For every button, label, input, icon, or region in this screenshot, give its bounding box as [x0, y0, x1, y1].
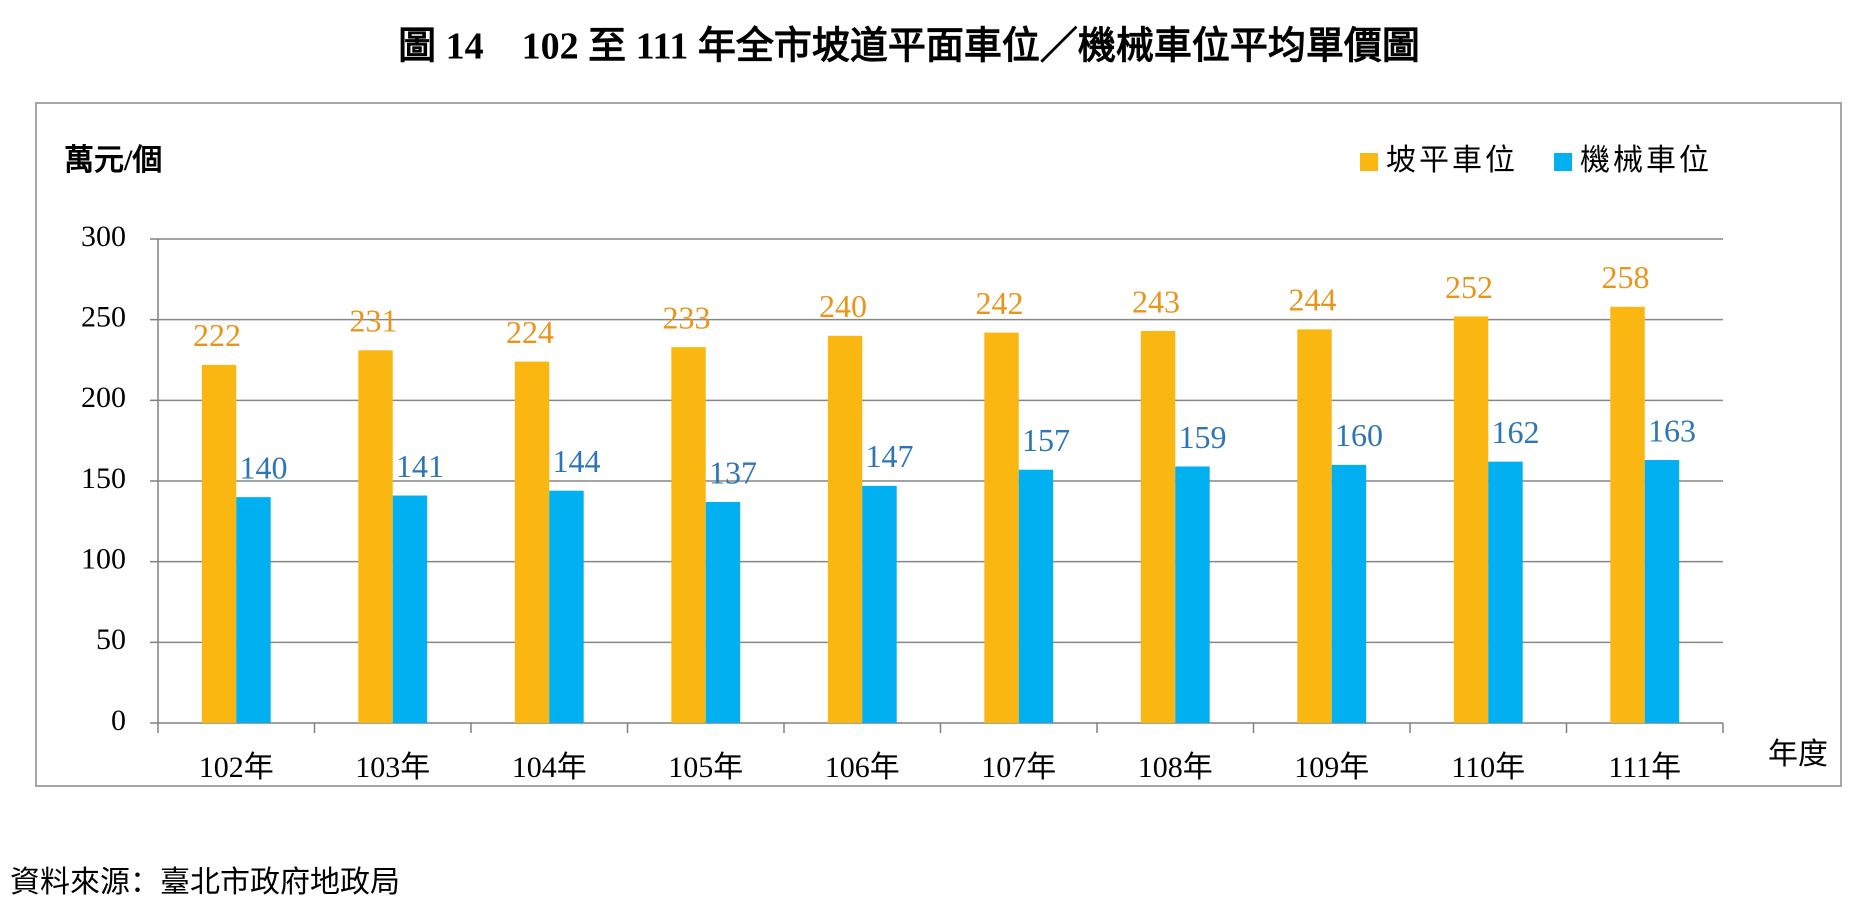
data-label: 144: [552, 443, 600, 479]
y-axis-label: 萬元/個: [64, 144, 162, 177]
bar: [1140, 330, 1176, 723]
data-label: 240: [819, 288, 867, 324]
data-label: 163: [1648, 412, 1696, 448]
bar: [392, 495, 428, 723]
x-tick-label: 106年: [825, 751, 900, 784]
data-label: 233: [663, 299, 711, 335]
data-label: 157: [1022, 422, 1070, 458]
chart-title: 圖 14 102 至 111 年全市坡道平面車位／機械車位平均單價圖: [398, 25, 1420, 68]
legend-label: 機械車位: [1580, 144, 1712, 177]
bar: [201, 364, 237, 723]
bar: [358, 350, 393, 723]
bar: [1644, 460, 1680, 723]
x-tick-label: 104年: [512, 751, 587, 784]
x-tick-label: 109年: [1294, 751, 1369, 784]
data-label: 160: [1335, 417, 1383, 453]
y-tick-label: 150: [81, 462, 126, 495]
data-label: 162: [1491, 414, 1539, 450]
x-tick-label: 102年: [199, 751, 274, 784]
x-tick-label: 110年: [1451, 751, 1525, 784]
bar: [514, 361, 550, 723]
data-label: 252: [1445, 269, 1493, 305]
bar: [862, 485, 897, 723]
bar: [671, 347, 706, 723]
y-tick-label: 0: [111, 704, 126, 737]
data-label: 244: [1289, 282, 1337, 318]
bar: [1175, 466, 1210, 723]
bar: [1018, 469, 1054, 723]
data-label: 159: [1178, 419, 1226, 455]
bar: [1331, 464, 1367, 723]
y-tick-label: 100: [81, 543, 126, 576]
y-tick-label: 50: [96, 623, 126, 656]
bar: [236, 497, 271, 723]
data-label: 231: [350, 303, 398, 339]
bar: [549, 490, 584, 723]
y-tick-label: 200: [81, 381, 126, 414]
x-axis-label: 年度: [1768, 738, 1828, 771]
data-label: 258: [1602, 259, 1650, 295]
legend-swatch: [1360, 153, 1378, 171]
x-tick-label: 108年: [1138, 751, 1213, 784]
data-label: 147: [865, 438, 913, 474]
y-tick-label: 250: [81, 301, 126, 334]
y-tick-label: 300: [81, 220, 126, 253]
x-tick-label: 111年: [1608, 751, 1681, 784]
bar: [1610, 306, 1645, 723]
source-note: 資料來源：臺北市政府地政局: [10, 866, 400, 899]
data-label: 242: [976, 285, 1024, 321]
chart-frame: [35, 102, 1842, 787]
x-tick-label: 105年: [668, 751, 743, 784]
bar: [1297, 329, 1332, 723]
bar: [984, 332, 1019, 723]
data-label: 140: [239, 449, 287, 485]
bar: [1453, 316, 1489, 723]
x-tick-label: 103年: [355, 751, 430, 784]
data-label: 141: [396, 448, 444, 484]
legend-label: 坡平車位: [1386, 144, 1518, 177]
data-label: 224: [506, 314, 554, 350]
legend-swatch: [1554, 153, 1572, 171]
x-tick-label: 107年: [981, 751, 1056, 784]
bar: [1488, 461, 1523, 723]
data-label: 222: [193, 317, 241, 353]
bar: [705, 501, 741, 723]
data-label: 137: [709, 454, 757, 490]
data-label: 243: [1132, 283, 1180, 319]
bar: [827, 335, 863, 723]
